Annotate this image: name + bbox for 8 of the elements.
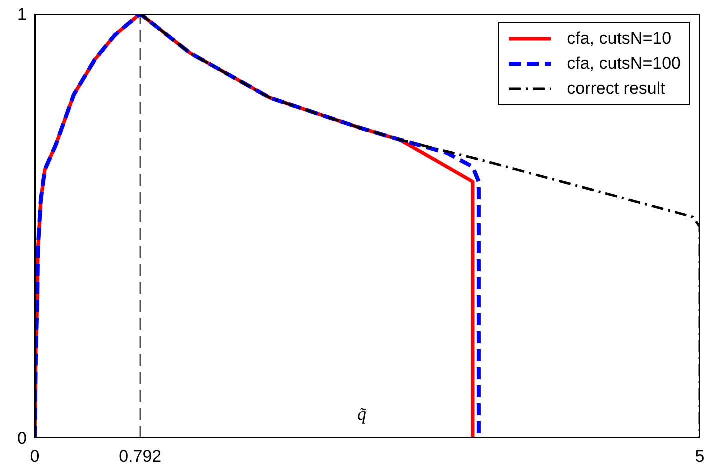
legend-label: cfa, cutsN=100 — [567, 53, 681, 75]
x-tick-label: 0 — [30, 447, 40, 466]
legend-label: cfa, cutsN=10 — [567, 28, 672, 50]
x-tick-label: 0.792 — [119, 447, 162, 466]
x-tick-label: 5 — [695, 447, 705, 466]
x-axis-title: q̃ — [358, 404, 366, 425]
y-tick-label: 1 — [18, 5, 27, 24]
legend-label: correct result — [567, 78, 666, 100]
